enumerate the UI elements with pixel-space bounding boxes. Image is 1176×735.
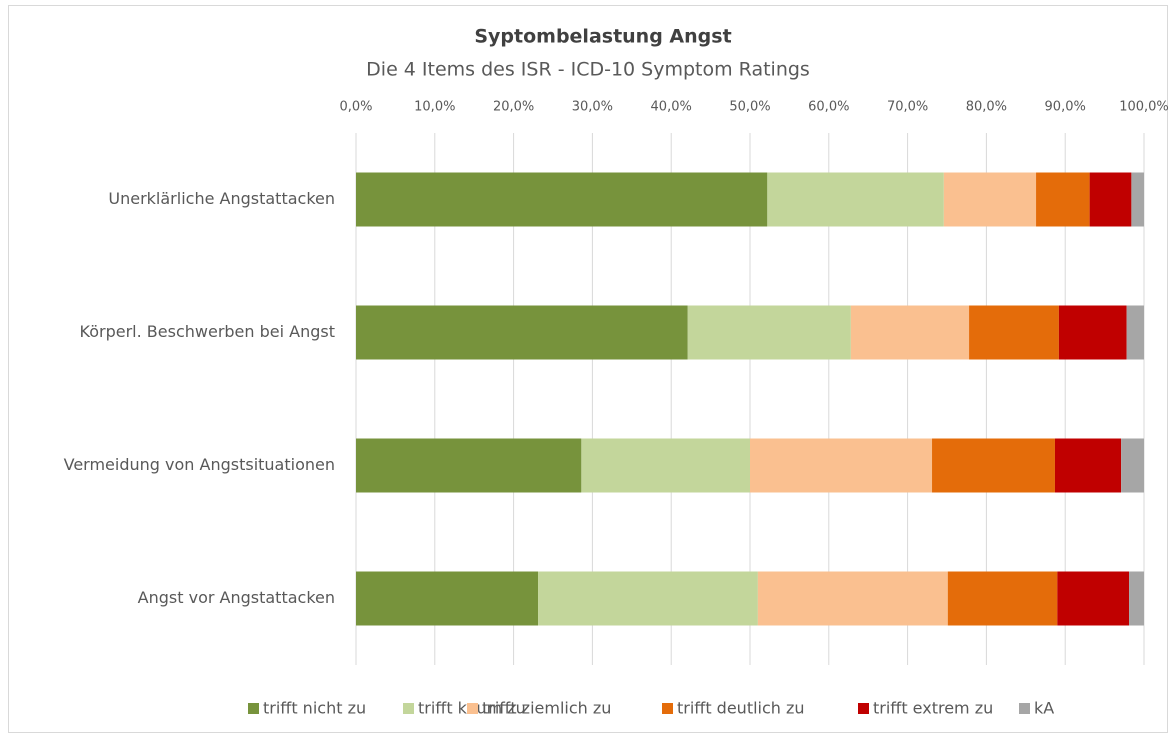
bar-segment bbox=[356, 305, 688, 360]
bar-segment bbox=[943, 172, 1037, 227]
bar-segment bbox=[947, 571, 1058, 626]
y-tick-label: Vermeidung von Angstsituationen bbox=[64, 455, 335, 474]
bar-segment bbox=[356, 172, 768, 227]
bar-segment bbox=[757, 571, 948, 626]
chart-subtitle: Die 4 Items des ISR - ICD-10 Symptom Rat… bbox=[366, 59, 810, 81]
x-tick-label: 100,0% bbox=[1119, 100, 1169, 115]
bar-segment bbox=[850, 305, 970, 360]
bar-segment bbox=[538, 571, 758, 626]
bar-segment bbox=[1121, 438, 1144, 493]
bar-segment bbox=[1058, 305, 1127, 360]
legend-swatch bbox=[467, 703, 478, 714]
legend-label: trifft nicht zu bbox=[263, 699, 366, 718]
legend-swatch bbox=[248, 703, 259, 714]
bar-segment bbox=[1129, 571, 1144, 626]
bar-segment bbox=[932, 438, 1055, 493]
y-tick-label: Körperl. Beschwerben bei Angst bbox=[80, 322, 335, 341]
x-tick-label: 90,0% bbox=[1045, 100, 1086, 115]
legend-label: kA bbox=[1034, 699, 1054, 718]
bar-segment bbox=[1054, 438, 1122, 493]
legend-swatch bbox=[858, 703, 869, 714]
legend-swatch bbox=[1019, 703, 1030, 714]
x-tick-label: 30,0% bbox=[572, 100, 613, 115]
legend-swatch bbox=[662, 703, 673, 714]
bar-segment bbox=[356, 571, 539, 626]
x-tick-label: 80,0% bbox=[966, 100, 1007, 115]
bar-segment bbox=[969, 305, 1059, 360]
bar-segment bbox=[1057, 571, 1130, 626]
bar-segment bbox=[767, 172, 944, 227]
y-tick-label: Angst vor Angstattacken bbox=[138, 588, 335, 607]
y-tick-label: Unerklärliche Angstattacken bbox=[108, 189, 335, 208]
bar-segment bbox=[356, 438, 582, 493]
bar-segment bbox=[687, 305, 851, 360]
legend-swatch bbox=[403, 703, 414, 714]
bar-segment bbox=[1131, 172, 1144, 227]
x-tick-label: 70,0% bbox=[887, 100, 928, 115]
bar-segment bbox=[581, 438, 750, 493]
bar-segment bbox=[750, 438, 933, 493]
x-tick-label: 0,0% bbox=[339, 100, 372, 115]
x-tick-label: 60,0% bbox=[808, 100, 849, 115]
x-tick-label: 10,0% bbox=[414, 100, 455, 115]
x-tick-label: 50,0% bbox=[729, 100, 770, 115]
legend-label: trifft deutlich zu bbox=[677, 699, 805, 718]
chart-title: Syptombelastung Angst bbox=[474, 26, 731, 48]
bar-segment bbox=[1036, 172, 1090, 227]
bar-segment bbox=[1126, 305, 1144, 360]
legend-label: trifft ziemlich zu bbox=[482, 699, 611, 718]
x-tick-label: 40,0% bbox=[651, 100, 692, 115]
legend-label: trifft extrem zu bbox=[873, 699, 993, 718]
x-tick-label: 20,0% bbox=[493, 100, 534, 115]
bar-segment bbox=[1089, 172, 1132, 227]
